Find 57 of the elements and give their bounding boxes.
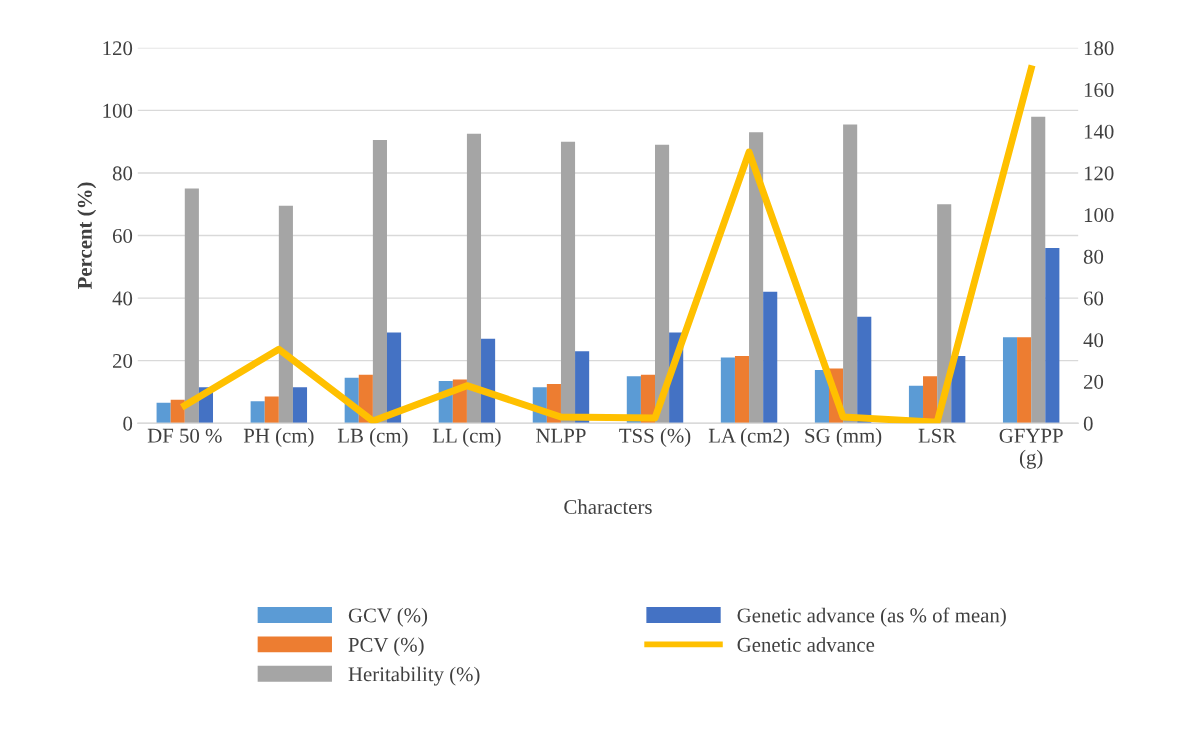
- legend-label: PCV (%): [348, 637, 424, 657]
- bar: [1017, 337, 1032, 424]
- x-tick-label: LB (cm): [337, 428, 408, 447]
- y2-tick-label: 0: [1083, 416, 1093, 431]
- bar: [1002, 337, 1018, 424]
- y2-tick-label: 60: [1083, 291, 1104, 306]
- x-tick-label: LL (cm): [432, 428, 501, 447]
- y2-tick-label: 20: [1083, 374, 1104, 389]
- x-tick-label: NLPP: [536, 428, 586, 443]
- y2-tick-label: 140: [1084, 124, 1114, 139]
- bar: [184, 188, 199, 424]
- y-tick-label: 20: [112, 354, 133, 369]
- x-tick-label: DF 50 %: [147, 428, 222, 443]
- y2-tick-label: 80: [1083, 249, 1104, 264]
- bar: [560, 141, 576, 424]
- x-tick-label: LA (cm2): [708, 428, 789, 447]
- bar: [857, 316, 872, 424]
- x-tick-label: PH (cm): [243, 428, 314, 447]
- y2-tick-label: 160: [1084, 82, 1114, 97]
- bar: [292, 387, 308, 424]
- y2-tick-label: 40: [1083, 333, 1104, 348]
- x-tick-label: SG (mm): [805, 428, 882, 447]
- bar: [814, 370, 829, 424]
- bar: [372, 140, 387, 424]
- bar: [749, 132, 764, 424]
- legend-label: Genetic advance: [737, 637, 875, 652]
- x-tick-label: LSR: [918, 428, 957, 443]
- y-tick-label: 0: [123, 416, 133, 431]
- y-tick-label: 60: [112, 228, 133, 243]
- bar: [156, 402, 171, 424]
- bar: [250, 401, 265, 424]
- y2-tick-label: 180: [1084, 41, 1114, 56]
- bar: [655, 144, 670, 424]
- x-tick-label: GFYPP (g): [999, 428, 1063, 469]
- legend-label: GCV (%): [348, 607, 428, 627]
- bar: [278, 205, 293, 424]
- bar: [264, 396, 279, 424]
- bar: [763, 291, 778, 424]
- bar: [843, 124, 858, 424]
- bar: [481, 338, 496, 424]
- legend-label: Genetic advance (as % of mean): [737, 607, 1006, 627]
- bar: [1045, 248, 1060, 424]
- bar: [466, 133, 482, 424]
- y-axis-title: Percent (%): [77, 182, 97, 290]
- bar: [386, 332, 402, 424]
- bar: [1031, 116, 1046, 424]
- y-tick-label: 40: [112, 291, 133, 306]
- y-tick-label: 120: [103, 41, 133, 56]
- bar: [720, 357, 735, 424]
- y2-tick-label: 100: [1084, 208, 1114, 223]
- bar: [734, 355, 750, 424]
- x-tick-label: TSS (%): [619, 428, 691, 447]
- y-tick-label: 100: [103, 103, 133, 118]
- legend-label: Heritability (%): [348, 666, 480, 686]
- x-axis-title: Characters: [564, 499, 652, 515]
- y-tick-label: 80: [112, 166, 133, 181]
- y2-tick-label: 120: [1084, 166, 1114, 181]
